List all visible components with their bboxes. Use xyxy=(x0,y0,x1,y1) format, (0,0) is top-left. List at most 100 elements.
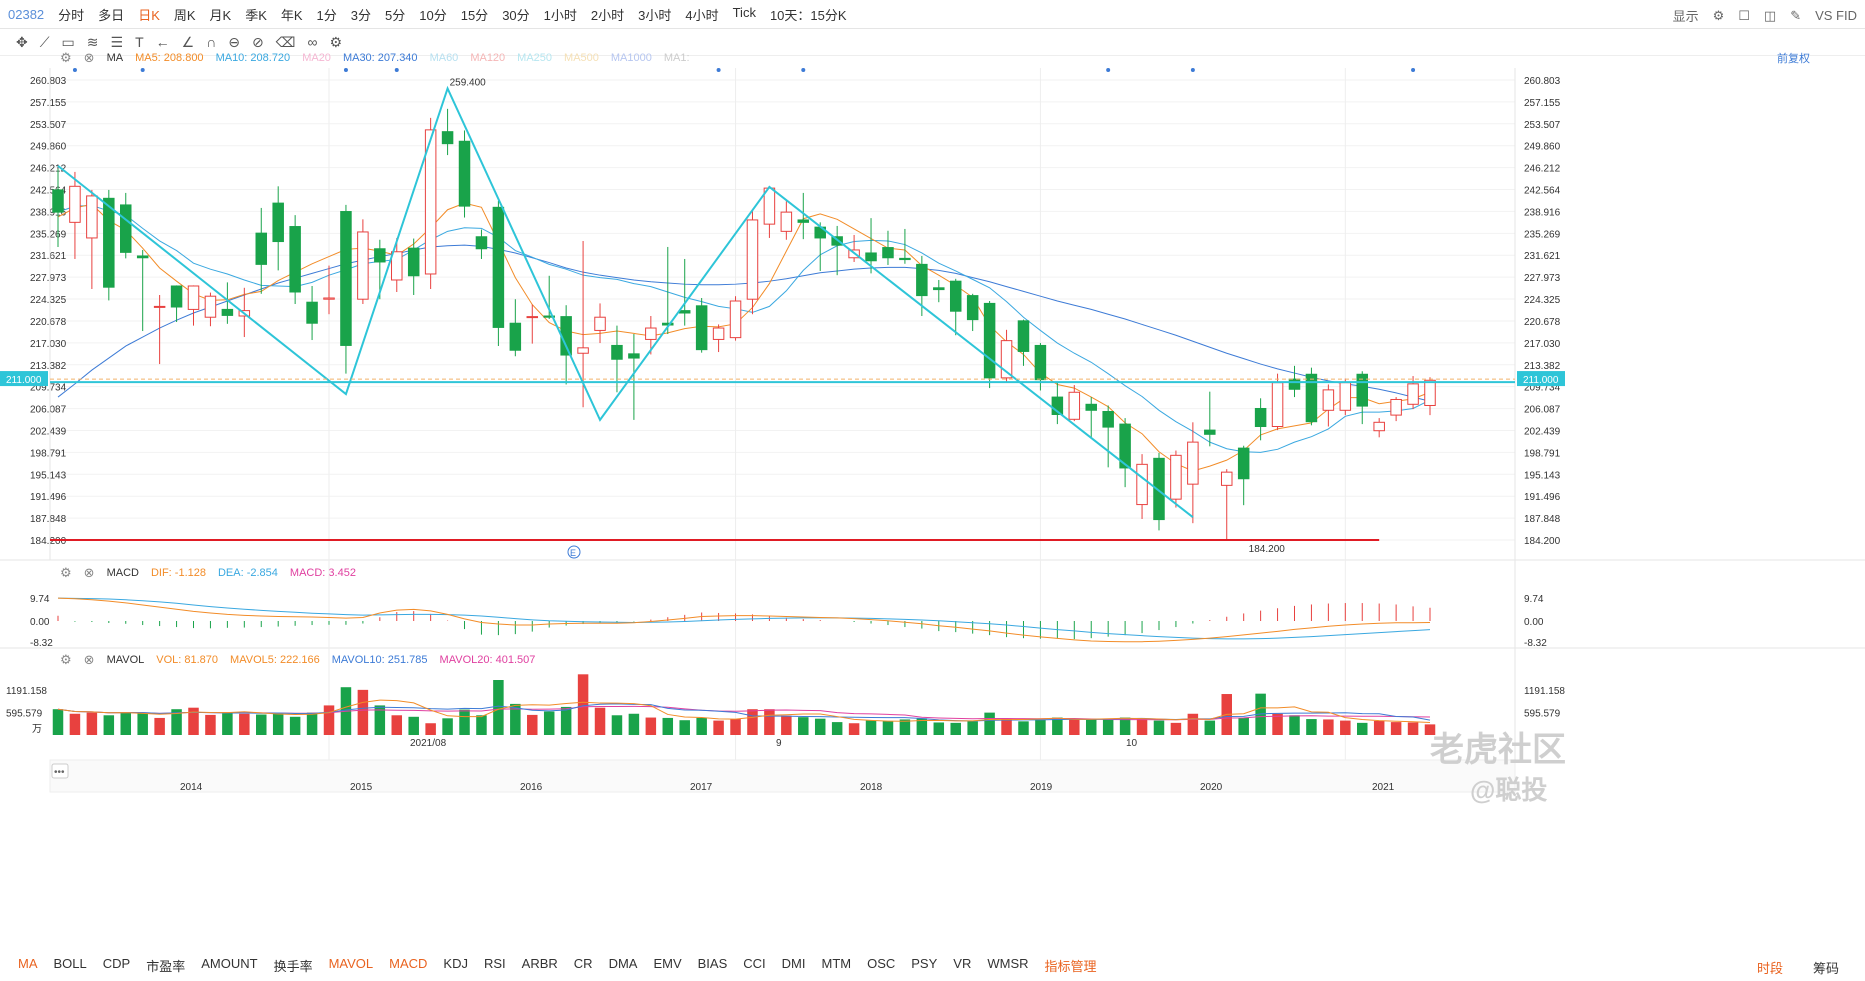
macd-settings-icon[interactable]: ⚙ xyxy=(60,565,72,580)
display-menu[interactable]: 显示 xyxy=(1672,9,1699,24)
price-axis-label-right: 257.155 xyxy=(1524,98,1561,109)
indicator-tab[interactable]: MA xyxy=(18,956,38,971)
timeframe-tab[interactable]: 15分 xyxy=(460,7,489,23)
text-tool-icon[interactable]: T xyxy=(135,34,144,50)
indicator-tab[interactable]: BIAS xyxy=(697,956,728,971)
volume-bar xyxy=(391,715,403,735)
timeframe-tab[interactable]: 1分 xyxy=(316,7,337,23)
line-tool-icon[interactable]: ⟋ xyxy=(39,33,50,50)
stock-code[interactable]: 02382 xyxy=(8,6,45,22)
ma-legend-item[interactable]: MA60 xyxy=(429,52,459,64)
vol-legend-item[interactable]: VOL: 81.870 xyxy=(156,654,219,666)
vol-close-icon[interactable]: ⊗ xyxy=(83,652,95,667)
timeframe-tab[interactable]: 年K xyxy=(280,7,303,23)
crosshair-icon[interactable]: ✥ xyxy=(16,33,28,50)
indicator-tab[interactable]: OSC xyxy=(867,956,896,971)
macd-legend-item[interactable]: MACD: 3.452 xyxy=(289,567,356,579)
indicator-tab[interactable]: DMA xyxy=(608,956,638,971)
indicator-tab[interactable]: AMOUNT xyxy=(201,956,258,971)
year-label: 2018 xyxy=(860,782,883,793)
event-marker xyxy=(394,68,399,72)
candle-body xyxy=(1339,382,1352,411)
timeframe-tab[interactable]: Tick xyxy=(732,4,756,20)
timeframe-tab[interactable]: 周K xyxy=(173,7,196,23)
pen-icon[interactable]: ✎ xyxy=(1790,7,1802,23)
macd-legend-item[interactable]: DIF: -1.128 xyxy=(150,567,206,579)
ma-indicator-name[interactable]: MA xyxy=(106,52,124,64)
layout-icon[interactable]: ☐ xyxy=(1738,7,1750,23)
candle-body xyxy=(1390,398,1402,416)
ma-legend-item[interactable]: MA5: 208.800 xyxy=(135,52,204,64)
ma-legend-item[interactable]: MA1000 xyxy=(610,52,652,64)
adjustment-mode[interactable]: 前复权 xyxy=(1777,50,1810,66)
rect-tool-icon[interactable]: ▭ xyxy=(61,33,75,50)
timeframe-tab[interactable]: 3分 xyxy=(350,7,372,23)
camera-icon[interactable]: ◫ xyxy=(1763,7,1777,23)
stock-chart[interactable]: 260.803 260.803 257.155 257.155 253.507 253.5… xyxy=(0,0,1865,950)
indicator-tab[interactable]: EMV xyxy=(653,956,682,971)
timeframe-tab[interactable]: 10分 xyxy=(419,7,447,23)
vol-settings-icon[interactable]: ⚙ xyxy=(60,652,72,667)
indicator-tab[interactable]: WMSR xyxy=(987,956,1029,971)
ma-legend-item[interactable]: MA1: xyxy=(663,52,690,64)
indicator-tab[interactable]: 换手率 xyxy=(273,959,313,974)
lock-icon[interactable]: ⊖ xyxy=(228,33,240,50)
indicator-tab[interactable]: MAVOL xyxy=(328,956,374,971)
timeframe-tab[interactable]: 季K xyxy=(245,7,267,23)
ma-legend-item[interactable]: MA500 xyxy=(564,52,599,64)
fib-tool-icon[interactable]: ☰ xyxy=(110,33,124,50)
ma-legend-item[interactable]: MA10: 208.720 xyxy=(215,52,291,64)
indicator-tab[interactable]: CCI xyxy=(743,956,766,971)
indicator-tab[interactable]: BOLL xyxy=(53,956,87,971)
ma-close-icon[interactable]: ⊗ xyxy=(83,50,95,65)
compare-button[interactable]: VS FID xyxy=(1815,8,1857,23)
session-button[interactable]: 时段 xyxy=(1756,961,1783,976)
macd-close-icon[interactable]: ⊗ xyxy=(83,565,95,580)
indicator-tab[interactable]: KDJ xyxy=(443,956,468,971)
gear-small-icon[interactable]: ⚙ xyxy=(329,33,343,50)
adjustment-label[interactable]: 前复权 xyxy=(1777,53,1810,65)
indicator-tab[interactable]: RSI xyxy=(483,956,506,971)
vol-legend-item[interactable]: MAVOL10: 251.785 xyxy=(331,654,428,666)
timeframe-tab[interactable]: 2小时 xyxy=(590,7,625,23)
wave-tool-icon[interactable]: ≋ xyxy=(86,33,99,50)
ma-legend-item[interactable]: MA120 xyxy=(470,52,506,64)
timeframe-tab[interactable]: 1小时 xyxy=(543,7,577,23)
timeframe-tab[interactable]: 5分 xyxy=(385,7,406,23)
indicator-tab[interactable]: PSY xyxy=(911,956,938,971)
link-icon[interactable]: ∞ xyxy=(307,34,318,50)
vol-indicator-name[interactable]: MAVOL xyxy=(106,654,145,666)
timeframe-tab[interactable]: 4小时 xyxy=(685,7,719,23)
timeframe-tab[interactable]: 多日 xyxy=(98,7,125,23)
trash-icon[interactable]: ⌫ xyxy=(275,33,296,50)
chips-button[interactable]: 筹码 xyxy=(1812,961,1839,976)
vol-legend-item[interactable]: MAVOL5: 222.166 xyxy=(230,654,320,666)
timeframe-tab[interactable]: 月K xyxy=(209,7,232,23)
indicator-tab[interactable]: MTM xyxy=(821,956,852,971)
ma-legend-item[interactable]: MA250 xyxy=(517,52,553,64)
indicator-tab[interactable]: DMI xyxy=(781,956,806,971)
brush-icon[interactable]: ∠ xyxy=(181,33,195,50)
timeframe-tab[interactable]: 3小时 xyxy=(638,7,672,23)
indicator-tab[interactable]: CR xyxy=(573,956,593,971)
indicator-tab[interactable]: ARBR xyxy=(521,956,558,971)
magnet-icon[interactable]: ∩ xyxy=(206,34,217,50)
timeframe-tab[interactable]: 30分 xyxy=(502,7,530,23)
indicator-tab[interactable]: MACD xyxy=(389,956,428,971)
settings-icon[interactable]: ⚙ xyxy=(1712,7,1725,23)
macd-legend-item[interactable]: DEA: -2.854 xyxy=(217,567,278,579)
indicator-tab[interactable]: 指标管理 xyxy=(1044,959,1097,974)
indicator-tab[interactable]: 市盈率 xyxy=(146,959,186,974)
ma-legend-item[interactable]: MA20 xyxy=(302,52,331,64)
hide-icon[interactable]: ⊘ xyxy=(252,33,264,50)
timeframe-tab[interactable]: 日K xyxy=(138,7,160,23)
indicator-tab[interactable]: VR xyxy=(953,956,972,971)
timeframe-tab[interactable]: 分时 xyxy=(58,7,85,23)
ma-legend-item[interactable]: MA30: 207.340 xyxy=(342,52,418,64)
timeframe-tab[interactable]: 10天：15分K xyxy=(769,7,847,23)
arrow-tool-icon[interactable]: ← xyxy=(155,34,170,50)
indicator-tab[interactable]: CDP xyxy=(102,956,131,971)
vol-legend-item[interactable]: MAVOL20: 401.507 xyxy=(439,654,536,666)
ma-settings-icon[interactable]: ⚙ xyxy=(60,50,72,65)
macd-indicator-name[interactable]: MACD xyxy=(106,567,139,579)
